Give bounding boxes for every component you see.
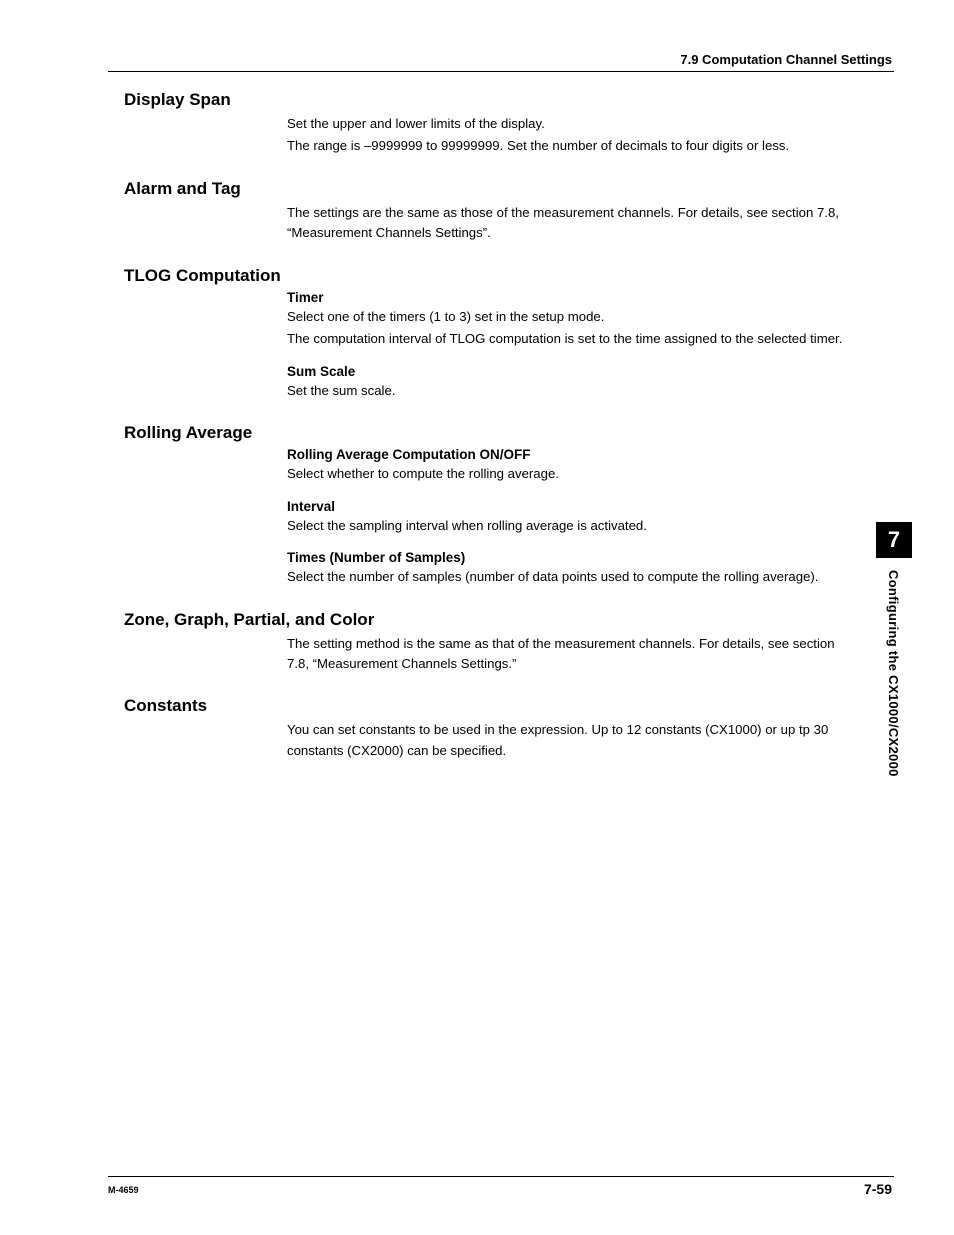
body-display-span: Set the upper and lower limits of the di… [287, 114, 854, 157]
paragraph: Select one of the timers (1 to 3) set in… [287, 307, 854, 327]
body-rolling-average: Rolling Average Computation ON/OFF Selec… [287, 447, 854, 587]
heading-constants: Constants [124, 696, 854, 716]
paragraph: The computation interval of TLOG computa… [287, 329, 854, 349]
paragraph: Select the sampling interval when rollin… [287, 516, 854, 536]
chapter-title-vertical: Configuring the CX1000/CX2000 [886, 570, 901, 777]
footer-right: 7-59 [864, 1181, 892, 1197]
paragraph: You can set constants to be used in the … [287, 720, 854, 761]
paragraph: The range is –9999999 to 99999999. Set t… [287, 136, 854, 156]
paragraph: Set the upper and lower limits of the di… [287, 114, 854, 134]
paragraph: Select the number of samples (number of … [287, 567, 854, 587]
header-rule [108, 71, 894, 72]
footer-left: M-4659 [108, 1185, 139, 1195]
subheading-times: Times (Number of Samples) [287, 550, 854, 565]
section-rolling-average: Rolling Average Rolling Average Computat… [124, 423, 854, 587]
subheading-interval: Interval [287, 499, 854, 514]
heading-display-span: Display Span [124, 90, 854, 110]
section-tlog-computation: TLOG Computation Timer Select one of the… [124, 266, 854, 401]
body-zone-graph-partial-color: The setting method is the same as that o… [287, 634, 854, 675]
side-tab: 7 Configuring the CX1000/CX2000 [876, 522, 912, 777]
body-alarm-and-tag: The settings are the same as those of th… [287, 203, 854, 244]
section-constants: Constants You can set constants to be us… [124, 696, 854, 761]
paragraph: The settings are the same as those of th… [287, 203, 854, 244]
heading-rolling-average: Rolling Average [124, 423, 854, 443]
subheading-sum-scale: Sum Scale [287, 364, 854, 379]
page: 7.9 Computation Channel Settings Display… [0, 0, 954, 1235]
subheading-timer: Timer [287, 290, 854, 305]
section-alarm-and-tag: Alarm and Tag The settings are the same … [124, 179, 854, 244]
paragraph: The setting method is the same as that o… [287, 634, 854, 675]
subheading-rolling-average-onoff: Rolling Average Computation ON/OFF [287, 447, 854, 462]
running-header: 7.9 Computation Channel Settings [680, 52, 892, 67]
heading-zone-graph-partial-color: Zone, Graph, Partial, and Color [124, 610, 854, 630]
footer-rule [108, 1176, 894, 1177]
heading-tlog-computation: TLOG Computation [124, 266, 854, 286]
section-display-span: Display Span Set the upper and lower lim… [124, 90, 854, 157]
paragraph: Select whether to compute the rolling av… [287, 464, 854, 484]
chapter-number-box: 7 [876, 522, 912, 558]
body-constants: You can set constants to be used in the … [287, 720, 854, 761]
section-zone-graph-partial-color: Zone, Graph, Partial, and Color The sett… [124, 610, 854, 675]
content-area: Display Span Set the upper and lower lim… [124, 90, 854, 783]
paragraph: Set the sum scale. [287, 381, 854, 401]
heading-alarm-and-tag: Alarm and Tag [124, 179, 854, 199]
body-tlog-computation: Timer Select one of the timers (1 to 3) … [287, 290, 854, 401]
